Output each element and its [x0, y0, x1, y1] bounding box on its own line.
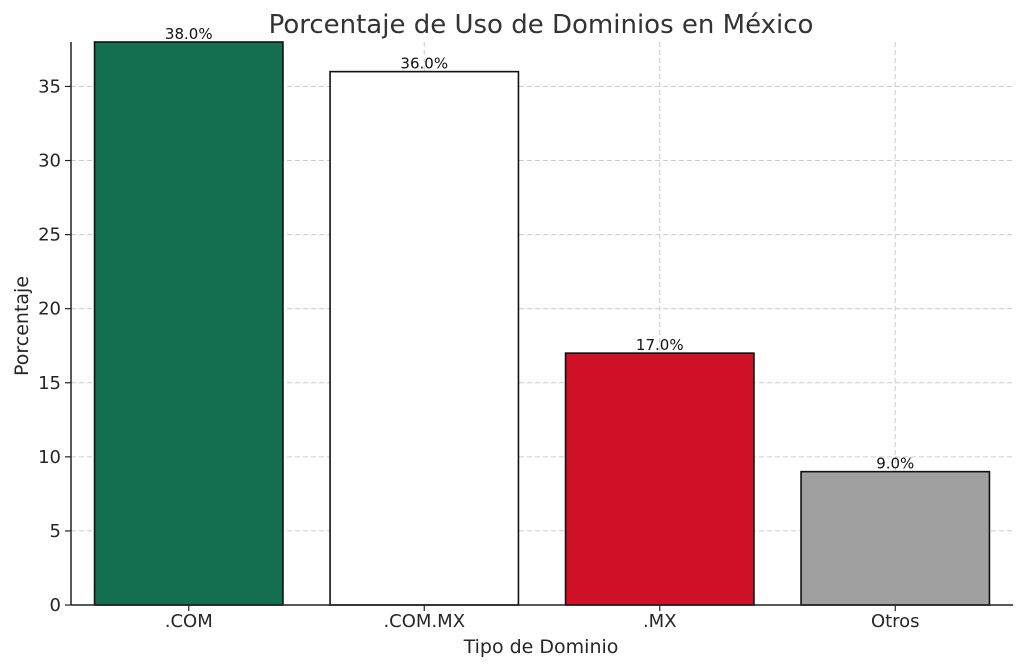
bar-value-label: 38.0% [165, 25, 213, 43]
data-labels: 38.0% 36.0% 17.0% 9.0% [165, 25, 914, 473]
bars [93, 41, 991, 606]
chart-title: Porcentaje de Uso de Dominios en México [269, 10, 814, 40]
bar-value-label: 17.0% [636, 336, 684, 354]
x-tick-label: .MX [643, 611, 677, 632]
y-tick-label: 0 [50, 595, 61, 616]
y-ticks: 0 5 10 15 20 25 30 35 [38, 76, 71, 616]
bar-com [93, 41, 284, 606]
x-tick-label: .COM [165, 611, 213, 632]
x-ticks: .COM .COM.MX .MX Otros [165, 605, 920, 632]
axes [70, 42, 1013, 606]
y-tick-label: 30 [38, 151, 61, 172]
y-axis-label: Porcentaje [11, 276, 33, 376]
y-tick-label: 35 [38, 76, 61, 97]
bar-value-label: 9.0% [876, 455, 914, 473]
y-tick-label: 20 [38, 299, 61, 320]
bar-commx [329, 70, 520, 606]
x-tick-label: .COM.MX [383, 611, 465, 632]
y-tick-label: 5 [50, 521, 61, 542]
x-axis-label: Tipo de Dominio [463, 636, 619, 658]
bar-mx [564, 352, 755, 606]
y-tick-label: 15 [38, 373, 61, 394]
y-tick-label: 25 [38, 225, 61, 246]
y-tick-label: 10 [38, 447, 61, 468]
bar-value-label: 36.0% [400, 55, 448, 73]
x-tick-label: Otros [871, 611, 920, 632]
bar-otros [800, 470, 991, 606]
